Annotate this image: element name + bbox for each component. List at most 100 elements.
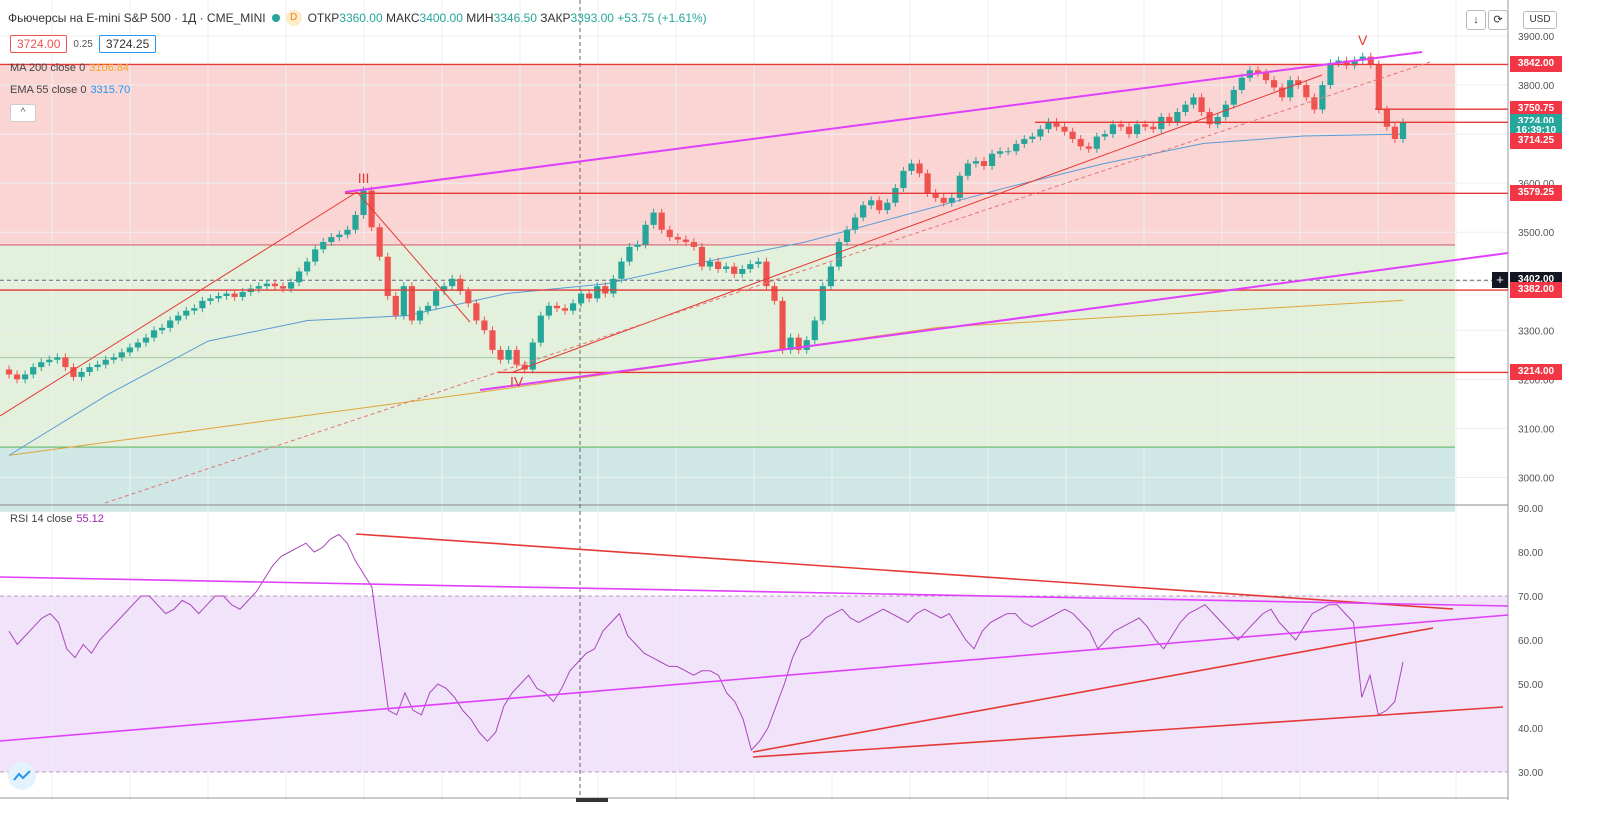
- reset-chart-button[interactable]: ⟳: [1488, 10, 1508, 30]
- candle-body: [1117, 124, 1125, 127]
- rsi-trend-line: [0, 614, 1509, 742]
- candle-body: [1093, 136, 1100, 149]
- candle-body: [392, 295, 399, 316]
- buy-button[interactable]: 3724.25: [98, 35, 157, 53]
- candle-body: [972, 161, 980, 164]
- candle-body: [1021, 139, 1028, 144]
- candle-body: [1198, 97, 1205, 113]
- candle-body: [505, 349, 512, 360]
- rsi-tick-label: 80.00: [1518, 548, 1543, 559]
- candle-body: [948, 197, 955, 203]
- candle-body: [78, 371, 85, 377]
- price-tick-label: 3500.00: [1518, 228, 1555, 239]
- candle-body: [336, 234, 343, 238]
- fib-zone-red: [0, 64, 1455, 245]
- rsi-value: 55.12: [76, 513, 104, 525]
- candle-body: [723, 266, 730, 269]
- candle-body: [1150, 126, 1157, 130]
- candle-body: [586, 293, 593, 299]
- ma200-value: 3106.84: [89, 62, 129, 74]
- candle-body: [5, 369, 13, 375]
- candle-body: [521, 364, 528, 370]
- candle-body: [642, 224, 649, 245]
- ema55-legend[interactable]: EMA 55 close 0 3315.70: [10, 84, 130, 96]
- candle-body: [175, 315, 182, 321]
- candle-body: [94, 364, 101, 368]
- candle-body: [1262, 72, 1270, 81]
- candle-body: [739, 268, 746, 274]
- candle-body: [1295, 80, 1302, 86]
- candle-body: [1142, 124, 1149, 127]
- candle-body: [1351, 60, 1358, 66]
- candle-body: [658, 212, 665, 230]
- candle-body: [1214, 116, 1221, 125]
- candle-body: [513, 349, 520, 365]
- fib-zone-green: [0, 244, 1455, 448]
- currency-button[interactable]: USD: [1523, 11, 1557, 29]
- candle-body: [1367, 56, 1374, 65]
- candle-body: [1287, 80, 1294, 98]
- ma200-legend[interactable]: MA 200 close 0 3106.84: [10, 62, 129, 74]
- price-tick-label: 3200.00: [1518, 375, 1555, 386]
- candle-body: [22, 374, 29, 380]
- candle-body: [988, 153, 996, 166]
- candle-body: [432, 291, 440, 306]
- candle-body: [1182, 104, 1189, 113]
- candle-body: [610, 278, 617, 294]
- candle-body: [561, 308, 569, 311]
- candle-body: [876, 200, 883, 211]
- candle-body: [497, 349, 504, 360]
- candle-body: [279, 286, 287, 289]
- candle-body: [215, 295, 222, 299]
- crosshair-add-icon[interactable]: +: [1492, 272, 1508, 288]
- candle-body: [312, 249, 319, 262]
- candle-body: [529, 342, 536, 370]
- candle-body: [376, 227, 383, 257]
- candle-body: [134, 342, 142, 348]
- candle-body: [924, 173, 931, 193]
- candle-body: [803, 340, 810, 350]
- candle-body: [207, 298, 214, 301]
- rsi-tick-label: 90.00: [1518, 504, 1543, 515]
- candle-body: [618, 261, 625, 279]
- rsi-trend-line: [752, 627, 1434, 753]
- candle-body: [851, 217, 859, 230]
- candle-body: [1399, 122, 1407, 140]
- candle-body: [38, 362, 45, 368]
- ma200-label: MA 200 close 0: [10, 62, 86, 74]
- rsi-legend[interactable]: RSI 14 close 55.12: [10, 513, 104, 525]
- candle-body: [1391, 126, 1399, 140]
- candle-body: [449, 278, 456, 287]
- candle-body: [674, 237, 681, 240]
- candle-body: [1013, 143, 1020, 152]
- sell-button[interactable]: 3724.00: [10, 35, 68, 53]
- candle-body: [304, 261, 311, 272]
- price-label: 3842.00: [1510, 56, 1562, 73]
- candle-body: [1061, 126, 1068, 132]
- close-label: ЗАКР: [540, 11, 571, 25]
- candle-body: [1109, 124, 1117, 135]
- open-label: ОТКР: [307, 11, 340, 25]
- candle-body: [408, 286, 415, 321]
- tradingview-logo-icon[interactable]: [8, 762, 36, 790]
- rsi-tick-label: 50.00: [1518, 680, 1543, 691]
- candle-body: [827, 266, 834, 287]
- ema55-line: [8, 133, 1404, 456]
- candle-body: [1335, 60, 1342, 63]
- candle-body: [46, 359, 53, 363]
- spread-value: 0.25: [73, 38, 93, 50]
- collapse-legend-button[interactable]: ^: [10, 104, 36, 122]
- candle-body: [714, 261, 722, 269]
- ema55-value: 3315.70: [90, 84, 131, 96]
- candle-body: [1125, 126, 1133, 135]
- candle-body: [1077, 139, 1084, 147]
- symbol-title[interactable]: Фьючерсы на E-mini S&P 500 · 1Д · CME_MI…: [8, 11, 266, 25]
- candle-body: [158, 327, 166, 331]
- price-label: 3214.00: [1510, 364, 1562, 381]
- price-tick-label: 3900.00: [1518, 32, 1555, 43]
- candle-body: [62, 357, 69, 368]
- candle-body: [328, 237, 335, 243]
- candle-body: [1037, 129, 1044, 137]
- scroll-down-button[interactable]: ↓: [1466, 10, 1486, 30]
